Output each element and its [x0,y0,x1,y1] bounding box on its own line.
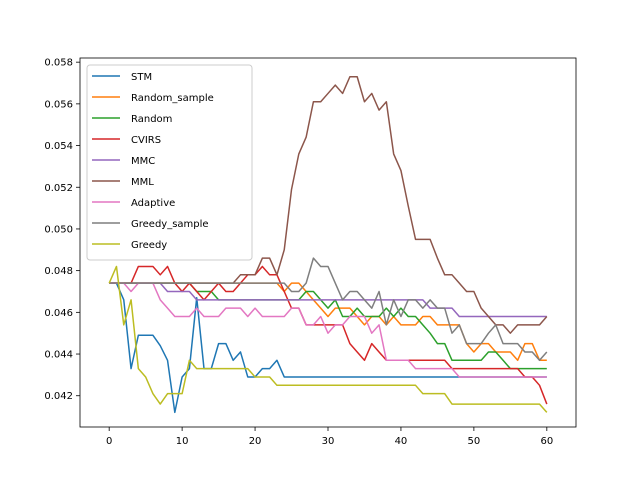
legend-box [86,64,253,261]
x-tick-label: 40 [395,436,408,447]
y-tick-label: 0.052 [44,183,73,194]
x-tick-label: 50 [468,436,481,447]
y-tick-label: 0.042 [44,391,73,402]
legend-label: Adaptive [131,198,175,209]
y-tick-label: 0.050 [44,224,73,235]
x-tick-label: 0 [106,436,112,447]
legend-label: Greedy [131,240,167,251]
x-tick-label: 10 [176,436,189,447]
series-line-random-sample [109,282,547,362]
legend-label: CVIRS [131,135,161,146]
series-line-random [109,282,547,370]
series-line-mmc [109,282,547,318]
legend-label: MML [131,177,154,188]
y-tick-label: 0.056 [44,99,73,110]
x-axis: 0 10 20 30 40 50 60 [106,427,553,447]
series-line-greedy-sample [109,257,548,362]
y-tick-label: 0.046 [44,308,73,319]
series-line-adaptive [109,282,547,378]
legend-label: STM [131,72,152,83]
y-tick-label: 0.044 [44,350,73,361]
x-tick-label: 60 [540,436,553,447]
series-line-cvirs [109,265,548,405]
y-tick-label: 0.058 [44,58,73,69]
legend-label: Greedy_sample [131,219,209,230]
series-lines [108,76,548,414]
y-tick-label: 0.048 [44,266,73,277]
y-tick-label: 0.054 [44,141,73,152]
y-axis: 0.042 0.044 0.046 0.048 0.050 0.052 0.054 0.056… [44,58,80,402]
x-tick-label: 20 [249,436,262,447]
series-line-greedy [108,265,548,413]
legend-label: Random_sample [131,93,214,104]
legend: STM Random_sample Random CVIRS MMC MML Adaptiv… [86,64,253,261]
legend-label: Random [131,114,172,125]
x-tick-label: 30 [322,436,335,447]
legend-label: MMC [131,156,155,167]
